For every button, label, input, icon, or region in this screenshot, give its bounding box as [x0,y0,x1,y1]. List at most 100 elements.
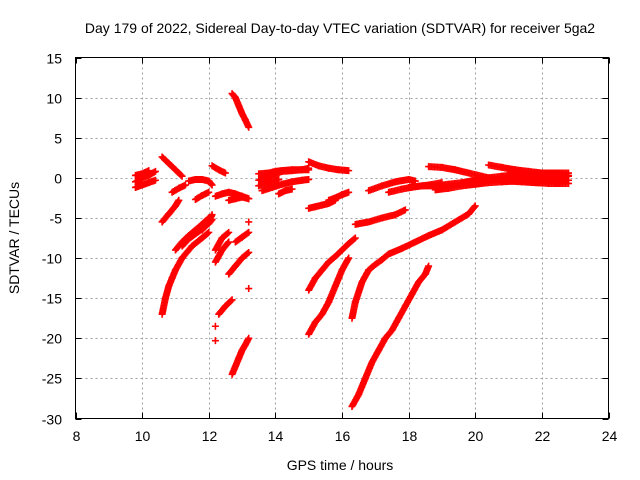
x-axis-label: GPS time / hours [287,457,394,473]
grid-lines [75,57,609,419]
data-series [245,218,253,226]
data-point [204,229,212,237]
data-point [205,188,213,196]
data-point [305,164,313,172]
x-axis-ticks: 8 10 12 14 16 18 20 22 24 [73,57,618,444]
data-series [305,254,353,338]
data-point [245,285,253,293]
data-series [485,161,573,179]
data-series [258,175,313,195]
data-series [185,175,216,189]
y-axis-ticks: 15 10 5 0 -5 -10 -15 -20 -25 -30 [42,51,609,428]
data-series [228,90,253,131]
data-series [168,181,189,196]
data-series [228,334,253,378]
data-series [211,238,233,266]
data-series [398,202,479,252]
data-series [255,175,283,190]
y-tick-label: 15 [46,51,62,67]
data-point [245,218,253,226]
y-tick-label: 10 [46,91,62,107]
data-series [255,164,313,178]
y-tick-label: -20 [42,331,62,347]
data-series [211,228,233,254]
data-point [245,228,253,236]
data-series [245,285,253,293]
data-series [351,206,409,228]
data-point [177,171,185,179]
data-point [211,337,219,345]
data-point [175,196,183,204]
data-point [345,254,353,262]
data-series [275,185,296,198]
data-point [224,239,232,247]
y-tick-label: -25 [42,371,62,387]
y-tick-label: 0 [54,171,62,187]
data-point [245,334,253,342]
y-tick-label: -5 [50,211,63,227]
data-point [208,211,216,219]
data-point [401,206,409,214]
data-point [211,322,219,330]
y-tick-label: -10 [42,251,62,267]
data-point [151,176,159,184]
data-series [431,176,573,194]
x-tick-label: 20 [468,428,484,444]
data-point [151,167,159,175]
data-point [208,181,216,189]
data-point [150,168,158,176]
data-point [345,167,353,175]
data-series [158,196,183,226]
data-point [205,228,213,236]
data-series [225,248,253,278]
x-tick-label: 14 [268,428,284,444]
data-point [245,248,253,256]
data-point [225,228,233,236]
data-series [131,176,159,191]
chart-title: Day 179 of 2022, Sidereal Day-to-day VTE… [85,20,595,36]
data-series [325,188,353,204]
x-tick-label: 8 [73,428,81,444]
x-tick-label: 16 [335,428,351,444]
data-point [470,203,478,211]
data-series [131,167,153,179]
data-series [211,322,219,330]
data-point [350,235,358,243]
data-series [158,228,213,318]
data-series [208,162,229,177]
data-point [244,229,252,237]
x-tick-label: 24 [602,428,618,444]
data-series [198,211,216,234]
data-series [158,153,186,180]
data-series [191,188,213,203]
data-point [425,262,433,270]
data-points [131,90,573,410]
data-point [145,167,153,175]
x-tick-label: 22 [535,428,551,444]
data-point [181,181,189,189]
data-series [305,158,353,175]
data-point [221,169,229,177]
y-axis-label: SDTVAR / TECUs [6,182,22,294]
data-series [305,234,359,294]
x-tick-label: 18 [402,428,418,444]
data-point [227,297,235,305]
data-point [244,249,252,257]
y-tick-label: -15 [42,291,62,307]
data-point [288,185,296,193]
data-point [207,180,215,188]
data-point [178,172,186,180]
data-point [471,202,479,210]
y-tick-label: -30 [42,412,62,428]
data-point [224,229,232,237]
data-series [211,337,219,345]
data-series [225,193,253,204]
data-point [305,175,313,183]
x-tick-label: 10 [135,428,151,444]
data-point [565,176,573,184]
data-series [231,228,253,246]
data-point [228,296,236,304]
data-point [245,123,253,131]
data-point [345,188,353,196]
